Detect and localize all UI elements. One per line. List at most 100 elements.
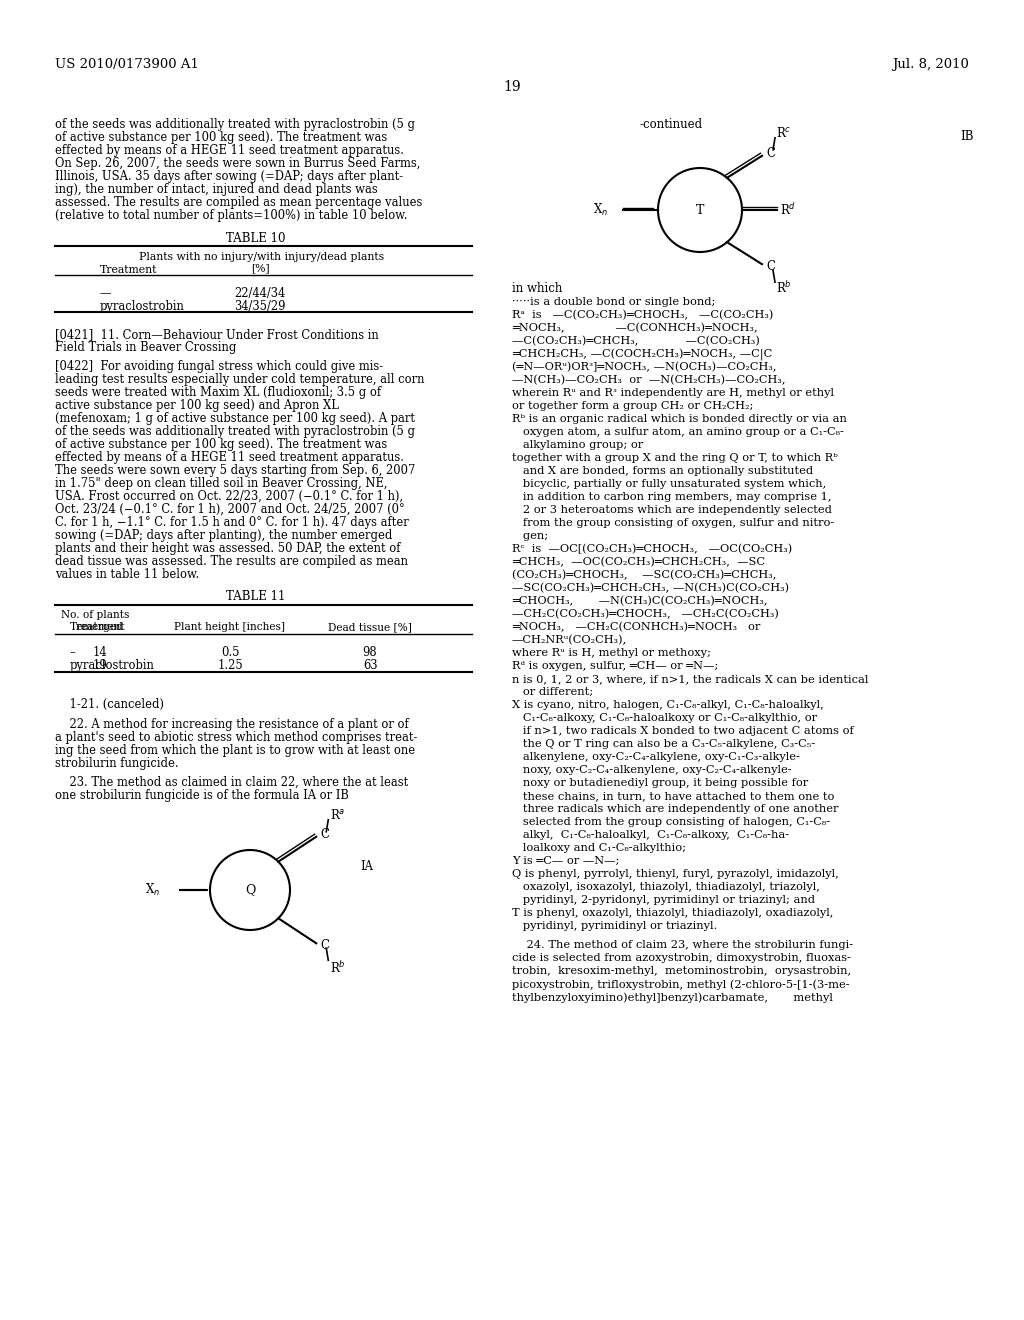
Text: 2 or 3 heteroatoms which are independently selected: 2 or 3 heteroatoms which are independent… — [512, 506, 831, 515]
Text: X$_n$: X$_n$ — [593, 202, 608, 218]
Text: 34/35/29: 34/35/29 — [234, 300, 286, 313]
Text: —C(CO₂CH₃)═CHCH₃,             —C(CO₂CH₃): —C(CO₂CH₃)═CHCH₃, —C(CO₂CH₃) — [512, 337, 760, 346]
Text: pyridinyl, pyrimidinyl or triazinyl.: pyridinyl, pyrimidinyl or triazinyl. — [512, 921, 717, 931]
Text: 14: 14 — [93, 645, 108, 659]
Text: ═CHCH₂CH₃, —C(COCH₂CH₃)═NOCH₃, —C|C: ═CHCH₂CH₃, —C(COCH₂CH₃)═NOCH₃, —C|C — [512, 348, 772, 362]
Text: 98: 98 — [362, 645, 377, 659]
Text: strobilurin fungicide.: strobilurin fungicide. — [55, 756, 178, 770]
Text: Oct. 23/24 (−0.1° C. for 1 h), 2007 and Oct. 24/25, 2007 (0°: Oct. 23/24 (−0.1° C. for 1 h), 2007 and … — [55, 503, 404, 516]
Text: from the group consisting of oxygen, sulfur and nitro-: from the group consisting of oxygen, sul… — [512, 517, 835, 528]
Text: alkylamino group; or: alkylamino group; or — [512, 440, 643, 450]
Text: Treatment: Treatment — [100, 265, 158, 275]
Text: pyridinyl, 2-pyridonyl, pyrimidinyl or triazinyl; and: pyridinyl, 2-pyridonyl, pyrimidinyl or t… — [512, 895, 815, 906]
Text: 0.5: 0.5 — [221, 645, 240, 659]
Text: 19: 19 — [503, 81, 521, 94]
Text: Treatment: Treatment — [70, 622, 126, 632]
Text: alkenylene, oxy-C₂-C₄-alkylene, oxy-C₁-C₃-alkyle-: alkenylene, oxy-C₂-C₄-alkylene, oxy-C₁-C… — [512, 752, 800, 762]
Text: The seeds were sown every 5 days starting from Sep. 6, 2007: The seeds were sown every 5 days startin… — [55, 465, 416, 477]
Text: R$^a$: R$^a$ — [331, 808, 346, 822]
Text: ═NOCH₃,              —C(CONHCH₃)═NOCH₃,: ═NOCH₃, —C(CONHCH₃)═NOCH₃, — [512, 323, 758, 334]
Text: Q: Q — [245, 883, 255, 896]
Text: C: C — [766, 260, 775, 273]
Text: C: C — [321, 939, 330, 952]
Text: 1-21. (canceled): 1-21. (canceled) — [55, 698, 164, 711]
Text: assessed. The results are compiled as mean percentage values: assessed. The results are compiled as me… — [55, 195, 422, 209]
Text: R$^c$: R$^c$ — [776, 125, 792, 140]
Text: loalkoxy and C₁-C₈-alkylthio;: loalkoxy and C₁-C₈-alkylthio; — [512, 843, 686, 853]
Text: T is phenyl, oxazolyl, thiazolyl, thiadiazolyl, oxadiazolyl,: T is phenyl, oxazolyl, thiazolyl, thiadi… — [512, 908, 834, 917]
Text: plants and their height was assessed. 50 DAP, the extent of: plants and their height was assessed. 50… — [55, 543, 400, 554]
Text: gen;: gen; — [512, 531, 548, 541]
Text: alkyl,  C₁-C₈-haloalkyl,  C₁-C₈-alkoxy,  C₁-C₈-ha-: alkyl, C₁-C₈-haloalkyl, C₁-C₈-alkoxy, C₁… — [512, 830, 790, 840]
Text: (CO₂CH₃)═CHOCH₃,    —SC(CO₂CH₃)═CHCH₃,: (CO₂CH₃)═CHOCH₃, —SC(CO₂CH₃)═CHCH₃, — [512, 570, 776, 581]
Text: [0422]  For avoiding fungal stress which could give mis-: [0422] For avoiding fungal stress which … — [55, 360, 383, 374]
Text: oxygen atom, a sulfur atom, an amino group or a C₁-C₈-: oxygen atom, a sulfur atom, an amino gro… — [512, 426, 844, 437]
Text: three radicals which are independently of one another: three radicals which are independently o… — [512, 804, 839, 814]
Text: R$^b$: R$^b$ — [331, 960, 346, 977]
Text: noxy, oxy-C₂-C₄-alkenylene, oxy-C₂-C₄-alkenyle-: noxy, oxy-C₂-C₄-alkenylene, oxy-C₂-C₄-al… — [512, 766, 792, 775]
Text: 23. The method as claimed in claim 22, where the at least: 23. The method as claimed in claim 22, w… — [55, 776, 409, 789]
Text: where Rᵘ is H, methyl or methoxy;: where Rᵘ is H, methyl or methoxy; — [512, 648, 711, 657]
Text: IB: IB — [961, 129, 974, 143]
Text: of active substance per 100 kg seed). The treatment was: of active substance per 100 kg seed). Th… — [55, 438, 387, 451]
Text: –: – — [70, 645, 76, 659]
Text: oxazolyl, isoxazolyl, thiazolyl, thiadiazolyl, triazolyl,: oxazolyl, isoxazolyl, thiazolyl, thiadia… — [512, 882, 820, 892]
Text: selected from the group consisting of halogen, C₁-C₈-: selected from the group consisting of ha… — [512, 817, 830, 828]
Text: if n>1, two radicals X bonded to two adjacent C atoms of: if n>1, two radicals X bonded to two adj… — [512, 726, 854, 737]
Text: X is cyano, nitro, halogen, C₁-C₈-alkyl, C₁-C₈-haloalkyl,: X is cyano, nitro, halogen, C₁-C₈-alkyl,… — [512, 700, 823, 710]
Text: leading test results especially under cold temperature, all corn: leading test results especially under co… — [55, 374, 425, 385]
Text: in which: in which — [512, 282, 562, 294]
Text: together with a group X and the ring Q or T, to which Rᵇ: together with a group X and the ring Q o… — [512, 453, 838, 463]
Text: pyraclostrobin: pyraclostrobin — [70, 659, 155, 672]
Text: R$^b$: R$^b$ — [776, 280, 792, 296]
Text: ing), the number of intact, injured and dead plants was: ing), the number of intact, injured and … — [55, 183, 378, 195]
Text: one strobilurin fungicide is of the formula IA or IB: one strobilurin fungicide is of the form… — [55, 789, 349, 803]
Text: —CH₂C(CO₂CH₃)═CHOCH₃,   —CH₂C(CO₂CH₃): —CH₂C(CO₂CH₃)═CHOCH₃, —CH₂C(CO₂CH₃) — [512, 609, 779, 619]
Text: ing the seed from which the plant is to grow with at least one: ing the seed from which the plant is to … — [55, 744, 415, 756]
Text: 22/44/34: 22/44/34 — [234, 286, 286, 300]
Text: Q is phenyl, pyrrolyl, thienyl, furyl, pyrazolyl, imidazolyl,: Q is phenyl, pyrrolyl, thienyl, furyl, p… — [512, 869, 839, 879]
Text: C. for 1 h, −1.1° C. for 1.5 h and 0° C. for 1 h). 47 days after: C. for 1 h, −1.1° C. for 1.5 h and 0° C.… — [55, 516, 409, 529]
Text: (mefenoxam; 1 g of active substance per 100 kg seed). A part: (mefenoxam; 1 g of active substance per … — [55, 412, 415, 425]
Text: Plants with no injury/with injury/dead plants: Plants with no injury/with injury/dead p… — [139, 252, 384, 261]
Text: trobin,  kresoxim-methyl,  metominostrobin,  orysastrobin,: trobin, kresoxim-methyl, metominostrobin… — [512, 966, 851, 975]
Text: -continued: -continued — [640, 117, 703, 131]
Text: of the seeds was additionally treated with pyraclostrobin (5 g: of the seeds was additionally treated wi… — [55, 117, 415, 131]
Text: or together form a group CH₂ or CH₂CH₂;: or together form a group CH₂ or CH₂CH₂; — [512, 401, 754, 411]
Text: ═CHOCH₃,       —N(CH₃)C(CO₂CH₃)═NOCH₃,: ═CHOCH₃, —N(CH₃)C(CO₂CH₃)═NOCH₃, — [512, 597, 768, 606]
Text: 1.25: 1.25 — [217, 659, 243, 672]
Text: TABLE 11: TABLE 11 — [226, 590, 286, 603]
Text: bicyclic, partially or fully unsaturated system which,: bicyclic, partially or fully unsaturated… — [512, 479, 826, 488]
Text: cide is selected from azoxystrobin, dimoxystrobin, fluoxas-: cide is selected from azoxystrobin, dimo… — [512, 953, 851, 964]
Text: Rᵃ  is   —C(CO₂CH₃)═CHOCH₃,   —C(CO₂CH₃): Rᵃ is —C(CO₂CH₃)═CHOCH₃, —C(CO₂CH₃) — [512, 310, 773, 321]
Text: TABLE 10: TABLE 10 — [226, 232, 286, 246]
Text: R$^d$: R$^d$ — [780, 202, 797, 218]
Text: a plant's seed to abiotic stress which method comprises treat-: a plant's seed to abiotic stress which m… — [55, 731, 418, 744]
Text: effected by means of a HEGE 11 seed treatment apparatus.: effected by means of a HEGE 11 seed trea… — [55, 451, 404, 465]
Text: No. of plants: No. of plants — [60, 610, 129, 620]
Text: in addition to carbon ring members, may comprise 1,: in addition to carbon ring members, may … — [512, 492, 831, 502]
Text: —: — — [100, 286, 112, 300]
Text: ═CHCH₃,  —OC(CO₂CH₃)═CHCH₂CH₃,  —SC: ═CHCH₃, —OC(CO₂CH₃)═CHCH₂CH₃, —SC — [512, 557, 765, 568]
Text: Rᵇ is an organic radical which is bonded directly or via an: Rᵇ is an organic radical which is bonded… — [512, 414, 847, 424]
Text: Y is ═C— or —N—;: Y is ═C— or —N—; — [512, 855, 620, 866]
Text: of active substance per 100 kg seed). The treatment was: of active substance per 100 kg seed). Th… — [55, 131, 387, 144]
Text: Jul. 8, 2010: Jul. 8, 2010 — [892, 58, 969, 71]
Text: —SC(CO₂CH₃)═CHCH₂CH₃, —N(CH₃)C(CO₂CH₃): —SC(CO₂CH₃)═CHCH₂CH₃, —N(CH₃)C(CO₂CH₃) — [512, 583, 790, 594]
Text: or different;: or different; — [512, 686, 593, 697]
Text: of the seeds was additionally treated with pyraclostrobin (5 g: of the seeds was additionally treated wi… — [55, 425, 415, 438]
Text: (═N—ORᵘ)ORᶟ]═NOCH₃, —N(OCH₃)—CO₂CH₃,: (═N—ORᵘ)ORᶟ]═NOCH₃, —N(OCH₃)—CO₂CH₃, — [512, 362, 776, 372]
Text: Rᶜ  is  —OC[(CO₂CH₃)═CHOCH₃,   —OC(CO₂CH₃): Rᶜ is —OC[(CO₂CH₃)═CHOCH₃, —OC(CO₂CH₃) — [512, 544, 793, 554]
Text: pyraclostrobin: pyraclostrobin — [100, 300, 185, 313]
Text: —CH₂NRᵘ(CO₂CH₃),: —CH₂NRᵘ(CO₂CH₃), — [512, 635, 628, 645]
Text: (relative to total number of plants=100%) in table 10 below.: (relative to total number of plants=100%… — [55, 209, 408, 222]
Text: 24. The method of claim 23, where the strobilurin fungi-: 24. The method of claim 23, where the st… — [512, 940, 853, 950]
Text: [0421]  11. Corn—Behaviour Under Frost Conditions in: [0421] 11. Corn—Behaviour Under Frost Co… — [55, 327, 379, 341]
Text: in 1.75" deep on clean tilled soil in Beaver Crossing, NE,: in 1.75" deep on clean tilled soil in Be… — [55, 477, 387, 490]
Text: USA. Frost occurred on Oct. 22/23, 2007 (−0.1° C. for 1 h),: USA. Frost occurred on Oct. 22/23, 2007 … — [55, 490, 403, 503]
Text: these chains, in turn, to have attached to them one to: these chains, in turn, to have attached … — [512, 791, 835, 801]
Text: C: C — [766, 148, 775, 160]
Text: values in table 11 below.: values in table 11 below. — [55, 568, 200, 581]
Text: picoxystrobin, trifloxystrobin, methyl (2-chloro-5-[1-(3-me-: picoxystrobin, trifloxystrobin, methyl (… — [512, 979, 850, 990]
Text: n is 0, 1, 2 or 3, where, if n>1, the radicals X can be identical: n is 0, 1, 2 or 3, where, if n>1, the ra… — [512, 675, 868, 684]
